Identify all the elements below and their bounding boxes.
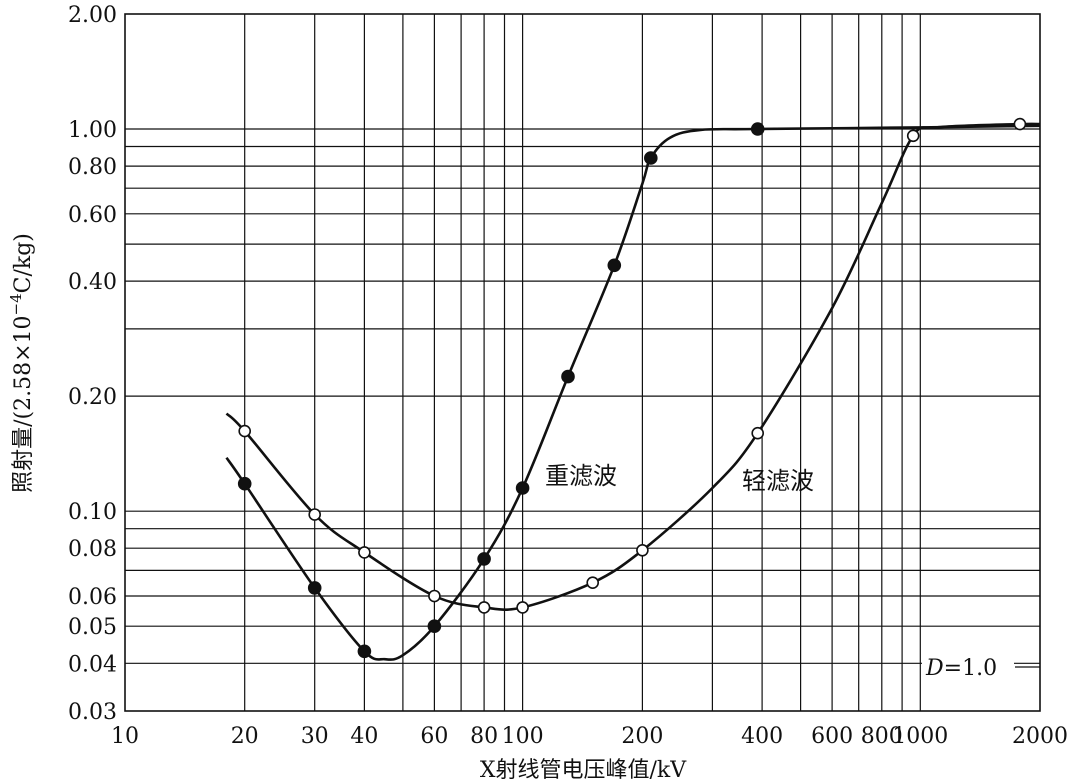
data-point-filled (237, 476, 252, 491)
y-axis-title-unit: C/kg) (11, 233, 36, 293)
y-tick-label: 0.06 (68, 585, 117, 610)
x-tick-label: 600 (811, 724, 853, 749)
data-point-filled (307, 581, 322, 595)
data-point-filled (427, 619, 442, 634)
data-point-filled (515, 481, 530, 495)
curves (225, 122, 1041, 661)
y-tick-label: 0.03 (68, 700, 117, 725)
plot-frame (124, 13, 1041, 712)
y-tick-label: 0.60 (68, 203, 117, 228)
data-point-open (906, 129, 920, 143)
data-point-filled (607, 258, 622, 273)
x-tick-label: 100 (502, 724, 544, 749)
data-point-open (636, 543, 649, 557)
data-point-filled (561, 369, 575, 384)
series-label-light-filter: 轻滤波 (742, 467, 814, 495)
annotation-value: =1.0 (944, 656, 997, 681)
data-points (237, 117, 1027, 659)
y-tick-label: 0.20 (68, 385, 117, 410)
density-annotation: D=1.0 (922, 654, 1040, 681)
data-point-filled (643, 151, 658, 165)
y-tick-label: 0.80 (68, 155, 117, 180)
svg-text:D=1.0: D=1.0 (925, 656, 997, 681)
x-tick-label: 400 (741, 724, 783, 749)
data-point-filled (477, 552, 491, 566)
x-tick-label: 10 (111, 724, 139, 749)
data-point-open (516, 601, 529, 614)
data-point-filled (357, 644, 372, 659)
y-axis-title: 照射量/(2.58×10−4C/kg) (7, 233, 36, 493)
y-tick-label: 0.05 (68, 615, 117, 640)
x-tick-label: 80 (470, 724, 498, 749)
x-tick-label: 30 (301, 724, 329, 749)
x-tick-label: 60 (420, 724, 448, 749)
series-line-1 (225, 122, 1041, 612)
y-tick-label: 0.08 (68, 537, 117, 562)
y-axis-title-exponent: −4 (7, 293, 25, 315)
x-tick-label: 200 (621, 724, 663, 749)
y-tick-label: 2.00 (68, 3, 117, 28)
data-point-open (477, 601, 491, 614)
series-label-heavy-filter: 重滤波 (545, 462, 617, 490)
x-tick-label: 2000 (1012, 724, 1068, 749)
data-point-open (238, 424, 251, 438)
series-line-0 (225, 124, 1041, 661)
data-point-open (751, 426, 765, 440)
y-tick-label: 0.40 (68, 270, 117, 295)
x-tick-label: 40 (350, 724, 378, 749)
data-point-filled (750, 122, 765, 136)
data-point-open (1013, 117, 1027, 131)
data-point-open (586, 576, 600, 590)
x-axis-title: X射线管电压峰值/kV (480, 758, 687, 783)
y-tick-label: 1.00 (68, 118, 117, 143)
data-point-open (358, 546, 371, 559)
y-tick-label: 0.04 (68, 652, 117, 677)
y-tick-label: 0.10 (68, 500, 117, 525)
annotation-symbol: D (925, 656, 944, 681)
y-axis-title-main: 照射量/(2.58×10 (11, 315, 36, 492)
x-tick-label: 1000 (892, 724, 948, 749)
data-point-open (428, 589, 441, 603)
data-point-open (308, 508, 322, 521)
grid-lines (125, 14, 1040, 711)
x-tick-label: 20 (231, 724, 259, 749)
x-tick-label: 800 (861, 724, 903, 749)
